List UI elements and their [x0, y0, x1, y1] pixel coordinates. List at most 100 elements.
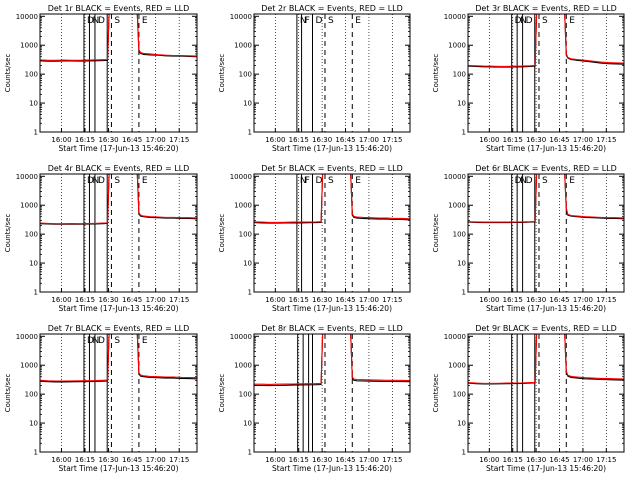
- plot-frame: [39, 173, 198, 293]
- series-line-events: [254, 334, 410, 387]
- x-tick-label: 16:30: [312, 136, 332, 144]
- x-tick-label: 17:00: [359, 456, 379, 464]
- marker-label: S: [328, 16, 334, 26]
- x-tick-label: 16:45: [122, 456, 142, 464]
- x-tick-label: 16:15: [75, 136, 95, 144]
- x-tick-label: 16:00: [51, 136, 71, 144]
- y-tick-label: 10000: [230, 333, 252, 341]
- marker-label: D: [87, 176, 94, 186]
- plot-frame: [467, 333, 625, 453]
- marker-label: D: [98, 176, 105, 186]
- series-line-lld: [468, 334, 624, 384]
- panel-title: Det 2r BLACK = Events, RED = LLD: [261, 4, 403, 13]
- y-axis-label: Counts/sec: [4, 54, 12, 93]
- y-tick-label: 10000: [444, 173, 466, 181]
- x-tick-label: 16:00: [265, 456, 285, 464]
- marker-label: E: [355, 176, 361, 186]
- marker-label: S: [542, 16, 548, 26]
- marker-label: N: [300, 16, 307, 26]
- y-tick-label: 10: [243, 100, 252, 108]
- detector-panel: Det 5r BLACK = Events, RED = LLD 16:00 16:…: [218, 164, 411, 313]
- marker-label: D: [316, 16, 323, 26]
- x-tick-label: 16:30: [98, 296, 118, 304]
- x-axis-label: Start Time (17-Jun-13 15:46:20): [272, 304, 392, 313]
- x-axis-label: Start Time (17-Jun-13 15:46:20): [59, 464, 179, 473]
- panel-title: Det 8r BLACK = Events, RED = LLD: [261, 324, 403, 333]
- marker-label: N: [300, 176, 307, 186]
- plot-frame: [467, 173, 625, 293]
- plot-frame: [253, 333, 411, 453]
- y-tick-label: 1: [248, 289, 252, 297]
- marker-label: D: [515, 176, 522, 186]
- x-tick-label: 17:15: [596, 136, 616, 144]
- x-tick-label: 16:15: [75, 456, 95, 464]
- marker-label: D: [87, 16, 94, 26]
- series-line-lld: [40, 174, 197, 225]
- marker-label: D: [526, 16, 533, 26]
- y-tick-label: 1000: [234, 202, 252, 210]
- marker-label: E: [355, 16, 361, 26]
- y-tick-label: 1: [462, 449, 466, 457]
- marker-label: N: [92, 336, 99, 346]
- x-tick-label: 16:15: [289, 136, 309, 144]
- marker-label: N: [92, 176, 99, 186]
- series-line-lld: [254, 334, 410, 385]
- x-tick-label: 16:30: [526, 296, 546, 304]
- x-tick-label: 17:00: [359, 136, 379, 144]
- x-tick-label: 17:00: [146, 296, 166, 304]
- y-tick-label: 1000: [20, 42, 38, 50]
- detector-panel: Det 7r BLACK = Events, RED = LLD 16:00 16:…: [4, 324, 198, 473]
- plot-frame: [39, 333, 198, 453]
- x-tick-label: 16:00: [479, 456, 499, 464]
- x-axis-label: Start Time (17-Jun-13 15:46:20): [486, 464, 606, 473]
- y-tick-label: 10000: [16, 333, 38, 341]
- marker-label: D: [98, 336, 105, 346]
- y-axis-label: Counts/sec: [218, 214, 226, 253]
- marker-label: D: [515, 16, 522, 26]
- y-tick-label: 10: [457, 100, 466, 108]
- y-tick-label: 1: [34, 449, 38, 457]
- marker-label: E: [569, 176, 575, 186]
- y-tick-label: 10000: [230, 173, 252, 181]
- x-tick-label: 17:00: [146, 456, 166, 464]
- x-tick-label: 17:15: [382, 456, 402, 464]
- y-axis-label: Counts/sec: [218, 374, 226, 413]
- x-tick-label: 16:00: [265, 296, 285, 304]
- series-line-events: [254, 174, 410, 224]
- y-tick-label: 10000: [16, 13, 38, 21]
- x-tick-label: 16:30: [526, 136, 546, 144]
- y-tick-label: 10: [29, 420, 38, 428]
- y-tick-label: 10: [243, 420, 252, 428]
- panel-title: Det 9r BLACK = Events, RED = LLD: [475, 324, 617, 333]
- series-line-events: [468, 334, 624, 385]
- y-tick-label: 100: [453, 71, 466, 79]
- x-tick-label: 16:30: [98, 456, 118, 464]
- x-tick-label: 17:15: [169, 296, 189, 304]
- y-tick-label: 10000: [16, 173, 38, 181]
- series-line-lld: [254, 174, 410, 223]
- y-tick-label: 1000: [448, 362, 466, 370]
- marker-label: D: [316, 176, 323, 186]
- plot-frame: [253, 13, 411, 133]
- x-tick-label: 17:00: [573, 296, 593, 304]
- y-tick-label: 1000: [20, 202, 38, 210]
- x-tick-label: 16:00: [479, 296, 499, 304]
- detector-panel: Det 2r BLACK = Events, RED = LLD 16:00 16:…: [218, 4, 411, 153]
- x-tick-label: 16:15: [289, 456, 309, 464]
- y-tick-label: 1000: [234, 362, 252, 370]
- y-tick-label: 100: [453, 391, 466, 399]
- x-tick-label: 16:45: [122, 136, 142, 144]
- marker-label: D: [526, 176, 533, 186]
- x-tick-label: 16:45: [549, 296, 569, 304]
- x-tick-label: 16:15: [75, 296, 95, 304]
- y-axis-label: Counts/sec: [4, 374, 12, 413]
- x-axis-label: Start Time (17-Jun-13 15:46:20): [272, 144, 392, 153]
- detector-panel: Det 6r BLACK = Events, RED = LLD 16:00 16:…: [432, 164, 625, 313]
- marker-label: E: [142, 176, 148, 186]
- y-tick-label: 10000: [444, 333, 466, 341]
- marker-label: S: [114, 336, 120, 346]
- y-axis-label: Counts/sec: [432, 214, 440, 253]
- y-tick-label: 10: [29, 100, 38, 108]
- detector-panel: Det 8r BLACK = Events, RED = LLD 16:00 16:…: [218, 324, 411, 473]
- x-tick-label: 16:15: [289, 296, 309, 304]
